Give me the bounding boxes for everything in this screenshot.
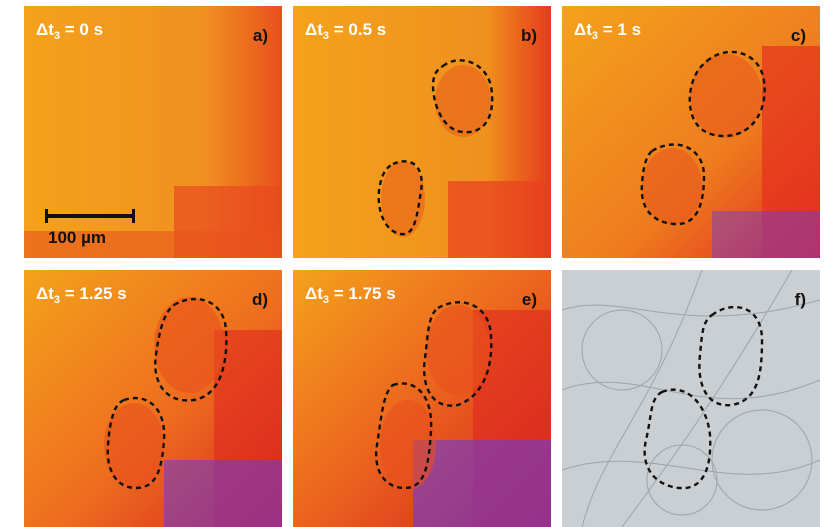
thermal-image-e <box>293 270 551 527</box>
greyscale-image-f <box>562 270 820 527</box>
panel-e: Δt3 = 1.75 s e) <box>293 270 551 527</box>
time-label: Δt3 = 1.25 s <box>36 284 127 306</box>
panel-letter: c) <box>790 26 806 45</box>
panel-letter: a) <box>252 26 268 45</box>
panel-letter: f) <box>794 290 806 309</box>
hotspot-outline <box>423 301 493 407</box>
panel-a: Δt3 = 0 s a) 100 µm <box>24 6 282 258</box>
scale-bar-label: 100 µm <box>48 228 106 247</box>
hotspot-outline <box>154 297 228 402</box>
thermal-image-a <box>24 6 282 258</box>
panel-letter: b) <box>520 26 537 45</box>
panel-c: Δt3 = 1 s c) <box>562 6 820 258</box>
time-label: Δt3 = 0.5 s <box>305 20 387 42</box>
thermal-image-d <box>24 270 282 527</box>
time-label: Δt3 = 1 s <box>574 20 642 42</box>
panel-b: Δt3 = 0.5 s b) <box>293 6 551 258</box>
time-label: Δt3 = 0 s <box>36 20 104 42</box>
scale-bar <box>45 209 135 223</box>
panel-letter: d) <box>251 290 268 309</box>
hotspot-outline <box>377 160 423 236</box>
hotspot-outline <box>643 388 712 490</box>
thermal-image-c <box>562 6 820 258</box>
panel-letter: e) <box>521 290 537 309</box>
hotspot-outline <box>106 397 166 490</box>
panel-f: f) <box>562 270 820 527</box>
panel-d: Δt3 = 1.25 s d) <box>24 270 282 527</box>
hotspot-outline <box>698 305 764 407</box>
hotspot-outline <box>374 382 433 490</box>
hotspot-outline <box>431 59 494 134</box>
hotspot-outline <box>688 50 766 138</box>
hotspot-outline <box>640 143 706 226</box>
thermal-image-b <box>293 6 551 258</box>
time-label: Δt3 = 1.75 s <box>305 284 396 306</box>
